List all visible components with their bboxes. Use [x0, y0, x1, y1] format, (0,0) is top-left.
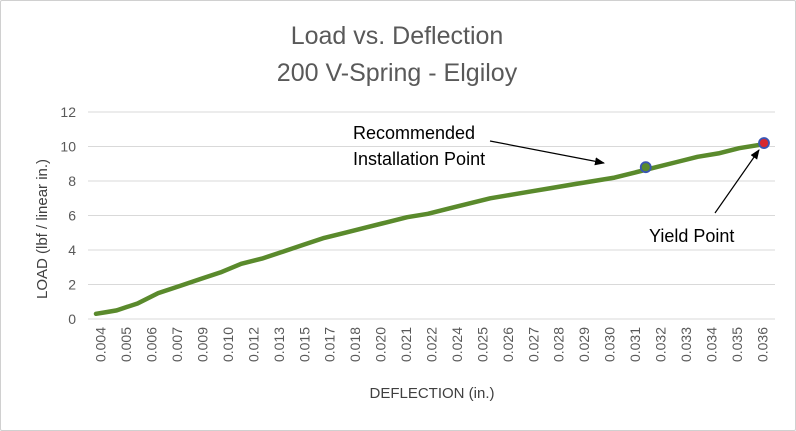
x-axis-label: DEFLECTION (in.) — [369, 385, 494, 402]
x-tick-label: 0.021 — [398, 327, 414, 362]
annotation-recommended-arrow — [489, 140, 605, 166]
x-tick-label: 0.015 — [296, 327, 312, 362]
x-tick-label: 0.010 — [220, 327, 236, 362]
x-tick-label: 0.027 — [525, 327, 541, 362]
yield-point-marker — [758, 137, 770, 149]
x-tick-label: 0.026 — [500, 327, 516, 362]
x-tick-label: 0.017 — [322, 327, 338, 362]
annotation-yield-label: Yield Point — [649, 226, 734, 246]
x-tick-label: 0.028 — [551, 327, 567, 362]
gridlines — [88, 111, 775, 320]
annotation-recommended-line1: Recommended — [353, 123, 475, 143]
x-tick-label: 0.030 — [602, 327, 618, 362]
annotation-yield-arrow — [714, 149, 760, 214]
x-tick-label: 0.013 — [271, 327, 287, 362]
x-tick-label: 0.004 — [93, 327, 109, 362]
y-axis-label: LOAD (lbf / linear in.) — [34, 159, 51, 299]
annotation-recommended-line2: Installation Point — [353, 149, 485, 169]
x-tick-label: 0.007 — [169, 327, 185, 362]
x-tick-label: 0.033 — [678, 327, 694, 362]
x-tick-label: 0.029 — [576, 327, 592, 362]
y-tick-label: 10 — [60, 139, 76, 155]
x-tick-label: 0.025 — [474, 327, 490, 362]
y-tick-label: 12 — [60, 104, 76, 120]
x-tick-label: 0.020 — [373, 327, 389, 362]
y-tick-label: 2 — [68, 277, 76, 293]
x-tick-label: 0.018 — [347, 327, 363, 362]
y-tick-label: 4 — [68, 242, 76, 258]
x-tick-label: 0.006 — [144, 327, 160, 362]
recommended-installation-point-marker — [639, 161, 652, 174]
chart-subtitle: 200 V-Spring - Elgiloy — [277, 59, 518, 87]
x-tick-label: 0.034 — [703, 327, 719, 362]
y-tick-labels: 0 2 4 6 8 10 12 — [60, 104, 76, 327]
x-tick-label: 0.009 — [195, 327, 211, 362]
chart-title: Load vs. Deflection — [291, 22, 504, 50]
x-tick-label: 0.012 — [245, 327, 261, 362]
y-tick-label: 8 — [68, 173, 76, 189]
x-tick-labels: 0.004 0.005 0.006 0.007 0.009 0.010 0.012 0.013… — [93, 327, 771, 362]
x-tick-label: 0.036 — [754, 327, 770, 362]
x-tick-label: 0.032 — [653, 327, 669, 362]
x-tick-label: 0.031 — [627, 327, 643, 362]
y-tick-label: 0 — [68, 311, 76, 327]
x-tick-label: 0.024 — [449, 327, 465, 362]
y-tick-label: 6 — [68, 208, 76, 224]
x-tick-label: 0.005 — [118, 327, 134, 362]
x-tick-label: 0.022 — [424, 327, 440, 362]
x-tick-label: 0.035 — [729, 327, 745, 362]
marker-layer — [639, 137, 770, 174]
